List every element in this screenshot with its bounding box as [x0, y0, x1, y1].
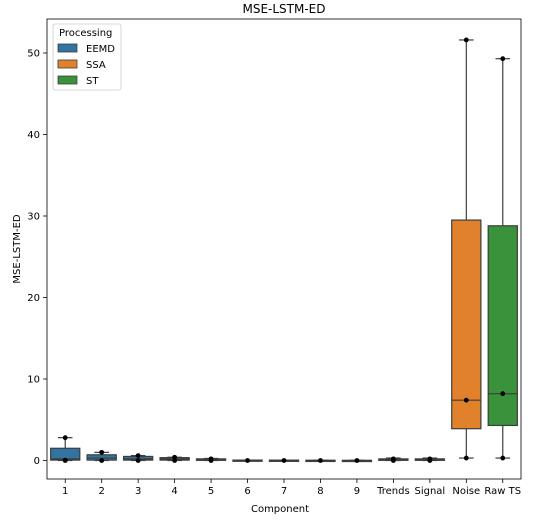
chart-title: MSE-LSTM-ED [242, 2, 325, 16]
x-tick-label: 3 [135, 486, 141, 497]
x-tick-label: 1 [62, 486, 68, 497]
y-axis-label: MSE-LSTM-ED [12, 214, 23, 283]
data-point [354, 458, 360, 463]
x-axis-label: Component [251, 504, 309, 515]
legend-label-ssa: SSA [86, 60, 106, 71]
data-point [99, 458, 105, 463]
box-series [50, 37, 518, 463]
x-tick-label: 5 [208, 486, 214, 497]
box-2 [86, 449, 117, 463]
legend-swatch-st [57, 75, 78, 85]
y-axis: 0 10 20 30 40 50 [27, 49, 47, 467]
data-point [99, 449, 105, 455]
box-3 [122, 453, 154, 463]
x-tick-label: 7 [281, 486, 287, 497]
box-signal [414, 456, 446, 463]
data-point [318, 458, 323, 463]
box-iqr [451, 219, 482, 430]
data-point [208, 456, 214, 462]
x-tick-label: 4 [171, 486, 177, 497]
box-1 [50, 435, 81, 463]
x-tick-label: 6 [244, 486, 250, 497]
legend-frame [52, 23, 122, 91]
data-point [500, 455, 506, 461]
x-tick-label: Signal [414, 486, 445, 497]
data-point [172, 454, 178, 460]
box-5 [195, 456, 227, 463]
y-tick-label: 20 [27, 293, 40, 304]
box-9 [341, 458, 373, 463]
legend-label-st: ST [86, 76, 99, 87]
data-point [135, 458, 141, 463]
data-point [135, 453, 141, 459]
data-point [281, 458, 287, 463]
box-7 [268, 458, 300, 463]
y-tick-label: 0 [34, 456, 40, 467]
legend: Processing EEMD SSA ST [52, 23, 122, 91]
data-point [463, 455, 469, 461]
box-4 [159, 454, 190, 463]
y-tick-label: 50 [27, 49, 40, 60]
x-tick-label: Raw TS [484, 486, 521, 497]
legend-swatch-ssa [57, 59, 78, 69]
data-point [463, 37, 469, 43]
data-point [62, 457, 68, 463]
box-8 [305, 458, 336, 463]
x-tick-label: Noise [452, 486, 480, 497]
box-noise [451, 37, 482, 461]
data-point [500, 391, 506, 397]
x-tick-label: 2 [99, 486, 105, 497]
y-tick-label: 30 [27, 212, 40, 223]
data-point [245, 458, 250, 463]
legend-label-eemd: EEMD [86, 44, 115, 55]
box-raw-ts [487, 56, 518, 461]
data-point [427, 456, 433, 462]
x-axis: 1 2 3 4 5 6 7 8 9 Trends Signal Noise Raw TS [62, 479, 521, 497]
x-tick-label: Trends [376, 486, 410, 497]
box-6 [232, 458, 263, 463]
legend-swatch-eemd [57, 43, 78, 53]
data-point [62, 435, 68, 441]
data-point [390, 456, 396, 462]
data-point [500, 56, 506, 62]
y-tick-label: 10 [27, 375, 40, 386]
x-tick-label: 9 [354, 486, 360, 497]
box-trends [378, 456, 409, 463]
data-point [463, 397, 469, 403]
x-tick-label: 8 [317, 486, 323, 497]
legend-title: Processing [59, 28, 112, 39]
y-tick-label: 40 [27, 130, 40, 141]
